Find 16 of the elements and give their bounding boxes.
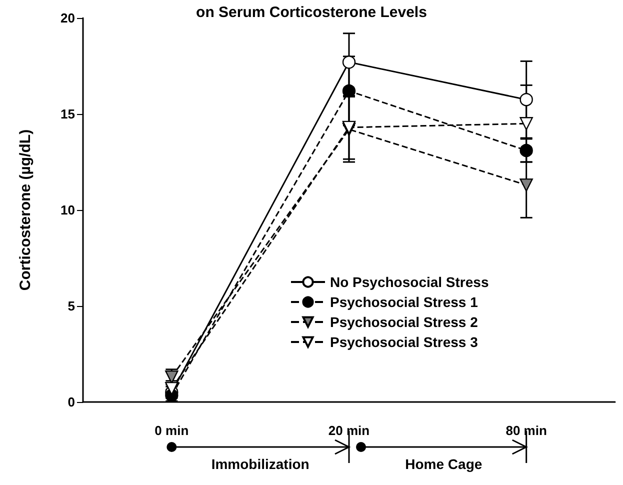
y-axis-title: Corticosterone (µg/dL) [17,129,34,291]
x-tick-label: 0 min [154,423,189,438]
x-tick-label: 20 min [328,423,370,438]
text: Immobilization [211,456,310,472]
y-tick-label: 15 [60,106,75,122]
legend-label: Psychosocial Stress 2 [330,314,478,330]
legend-label: Psychosocial Stress 1 [330,294,478,310]
y-tick-label: 0 [68,394,75,410]
chart-title: on Serum Corticosterone Levels [196,4,427,21]
legend-label: Psychosocial Stress 3 [330,334,478,350]
y-tick-label: 10 [60,202,75,218]
x-tick-label: 80 min [506,423,547,438]
legend-label: No Psychosocial Stress [330,274,489,290]
text: Home Cage [405,456,482,472]
y-tick-label: 5 [68,298,75,314]
y-tick-label: 20 [60,10,75,26]
